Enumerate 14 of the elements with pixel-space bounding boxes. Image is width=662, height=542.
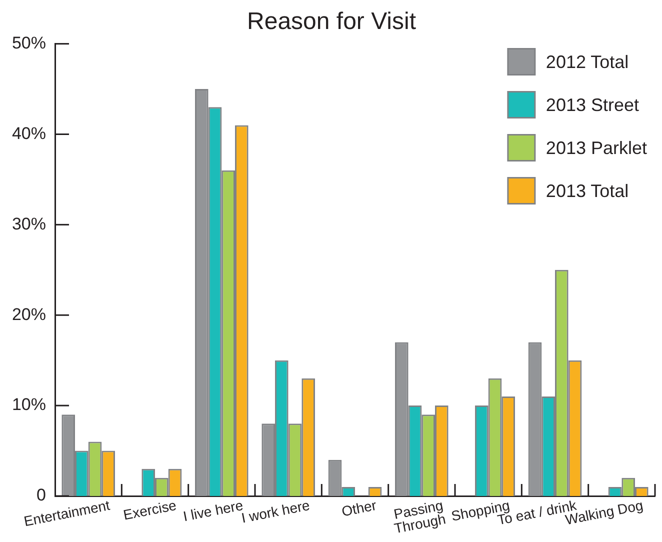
legend-label: 2013 Street <box>546 94 640 115</box>
y-tick-label: 50% <box>12 33 46 52</box>
x-tick-label: Passing Through <box>392 496 447 536</box>
x-tick-label: Exercise <box>122 496 178 523</box>
y-tick-label: 40% <box>12 124 46 143</box>
y-tick-label: 20% <box>12 304 46 324</box>
y-tick-label: 10% <box>12 395 46 414</box>
y-tick-label: 30% <box>12 214 46 234</box>
chart-title: Reason for Visit <box>247 8 416 36</box>
legend-label: 2013 Total <box>546 180 629 201</box>
y-tick-label: 0 <box>36 486 46 505</box>
legend-label: 2012 Total <box>546 52 629 72</box>
legend-label: 2013 Parklet <box>546 138 648 158</box>
x-tick-label: Other <box>340 496 378 520</box>
